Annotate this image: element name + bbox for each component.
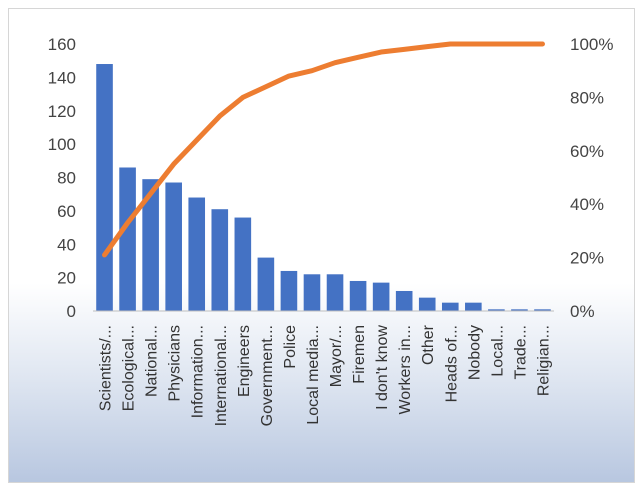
x-category-label: Ecological... xyxy=(121,325,138,411)
x-category-label: Nobody xyxy=(466,325,483,380)
bar xyxy=(488,309,505,311)
x-category-label: Heads of... xyxy=(443,325,460,402)
y-left-tick-label: 140 xyxy=(48,68,76,87)
x-category-label: Engineers xyxy=(236,325,253,397)
bar xyxy=(511,309,528,311)
bar xyxy=(211,209,229,311)
y-left-tick-label: 20 xyxy=(57,269,76,288)
x-category-label: Scientists/... xyxy=(98,325,115,411)
bar xyxy=(418,297,436,311)
y-right-tick-label: 60% xyxy=(570,142,604,161)
x-category-label: Workers in... xyxy=(397,325,414,415)
x-category-label: Mayor/... xyxy=(328,325,345,387)
x-category-label: Trade... xyxy=(512,325,529,380)
bar xyxy=(165,182,182,311)
x-category-label: Other xyxy=(420,324,437,365)
x-category-label: Local media... xyxy=(305,325,322,425)
y-right-tick-label: 20% xyxy=(570,249,604,268)
bar xyxy=(96,64,113,312)
x-category-label: International... xyxy=(213,325,230,426)
y-left-tick-label: 100 xyxy=(48,135,76,154)
bar xyxy=(119,167,136,311)
bar xyxy=(465,302,482,311)
bar xyxy=(372,282,390,311)
y-left-tick-label: 60 xyxy=(57,202,76,221)
bar xyxy=(326,274,344,311)
bar xyxy=(441,302,459,311)
y-right-tick-label: 80% xyxy=(570,88,604,107)
x-category-label: Government... xyxy=(259,325,276,426)
bar xyxy=(534,309,551,311)
y-left-tick-label: 0 xyxy=(67,302,76,321)
x-category-label: National... xyxy=(144,325,161,397)
x-category-label: I don't know xyxy=(374,325,391,410)
bar xyxy=(395,290,413,311)
x-category-label: Local... xyxy=(489,325,506,377)
cumulative-line xyxy=(102,41,545,258)
x-category-label: Police xyxy=(282,325,299,369)
y-right-tick-label: 100% xyxy=(570,35,613,54)
y-right-tick-label: 0% xyxy=(570,302,595,321)
bar xyxy=(234,217,252,311)
x-category-label: Firemen xyxy=(351,325,368,384)
bar xyxy=(257,257,275,311)
y-left-tick-label: 120 xyxy=(48,102,76,121)
bar xyxy=(188,197,206,311)
bar xyxy=(349,280,367,311)
x-category-label: Information... xyxy=(190,325,207,418)
x-category-label: Religian... xyxy=(535,325,552,396)
y-left-tick-label: 80 xyxy=(57,169,76,188)
bar xyxy=(142,179,159,311)
bar xyxy=(303,274,321,311)
y-left-tick-label: 40 xyxy=(57,235,76,254)
x-category-label: Physicians xyxy=(167,325,184,401)
y-right-tick-label: 40% xyxy=(570,195,604,214)
bar xyxy=(280,270,298,311)
y-left-tick-label: 160 xyxy=(48,35,76,54)
